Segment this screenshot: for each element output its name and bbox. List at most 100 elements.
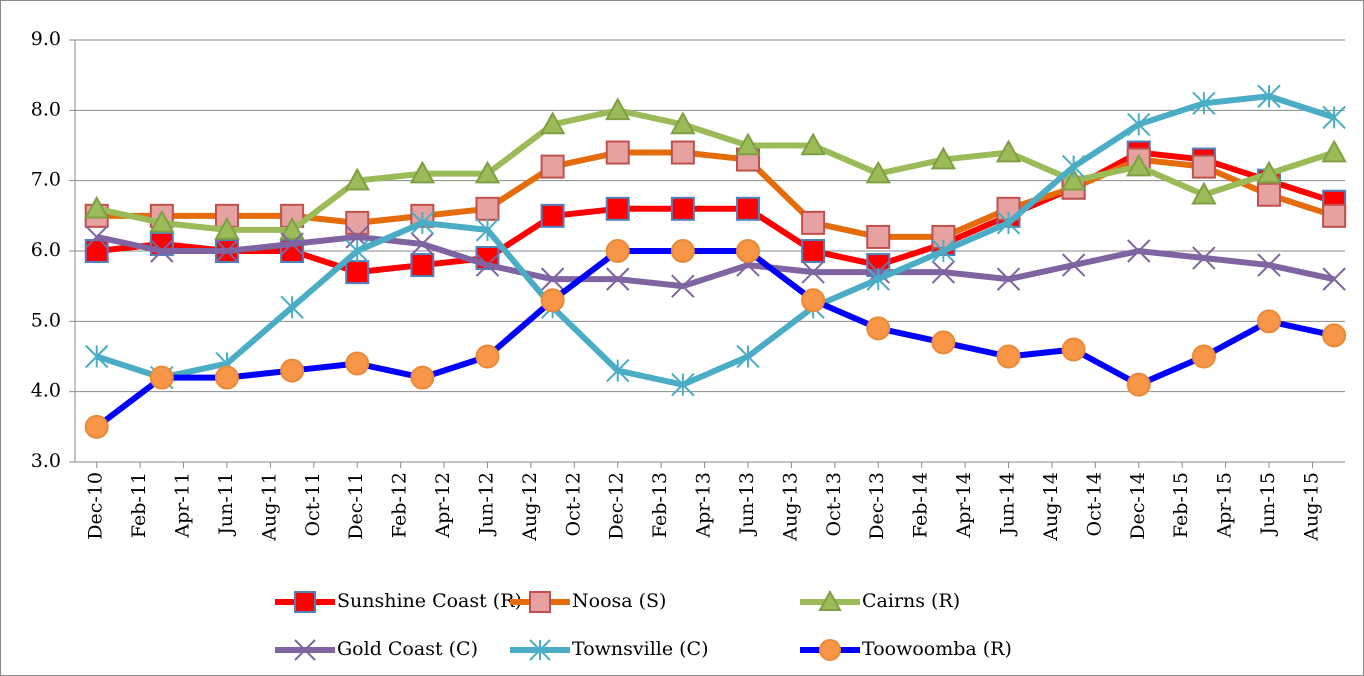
marker bbox=[215, 239, 239, 263]
marker bbox=[1322, 105, 1346, 130]
marker bbox=[344, 167, 370, 191]
marker bbox=[1191, 154, 1216, 179]
marker bbox=[1191, 181, 1217, 205]
legend-label: Townsville (C) bbox=[572, 638, 709, 660]
marker bbox=[1061, 253, 1086, 277]
marker bbox=[279, 216, 305, 240]
x-tick-label: Oct-12 bbox=[562, 472, 584, 536]
marker bbox=[996, 267, 1021, 291]
marker bbox=[931, 239, 956, 263]
x-tick-label: Apr-11 bbox=[172, 472, 194, 539]
marker bbox=[930, 146, 957, 170]
series-line bbox=[95, 93, 1336, 388]
marker bbox=[345, 210, 370, 235]
marker bbox=[1322, 323, 1347, 348]
marker bbox=[735, 239, 760, 263]
x-tick-label: Jun-13 bbox=[736, 472, 758, 537]
x-tick-label: Jun-12 bbox=[475, 472, 497, 537]
y-tick-label: 7.0 bbox=[31, 169, 61, 191]
marker bbox=[801, 239, 826, 263]
marker bbox=[605, 140, 630, 165]
marker bbox=[931, 330, 956, 355]
x-tick-label: Aug-15 bbox=[1300, 472, 1322, 542]
marker bbox=[475, 253, 500, 277]
marker bbox=[85, 225, 109, 249]
x-tick-label: Aug-14 bbox=[1040, 472, 1062, 542]
series-line bbox=[96, 107, 1336, 233]
marker bbox=[1126, 153, 1152, 177]
marker bbox=[280, 232, 304, 256]
legend-label: Gold Coast (C) bbox=[337, 638, 478, 660]
marker bbox=[606, 267, 630, 291]
x-tick-label: Jun-11 bbox=[215, 472, 237, 537]
marker bbox=[865, 160, 891, 184]
x-tick-label: Oct-11 bbox=[302, 472, 324, 536]
y-tick-label: 8.0 bbox=[31, 98, 61, 120]
x-tick-label: Feb-13 bbox=[649, 472, 671, 538]
marker bbox=[996, 344, 1021, 369]
marker bbox=[475, 344, 500, 369]
x-tick-label: Dec-13 bbox=[866, 472, 888, 540]
marker bbox=[605, 239, 630, 263]
x-tick-label: Jun-14 bbox=[997, 472, 1019, 537]
marker bbox=[529, 639, 551, 661]
marker bbox=[670, 196, 695, 221]
marker bbox=[671, 372, 695, 397]
marker bbox=[605, 97, 631, 121]
marker bbox=[818, 589, 842, 611]
marker bbox=[540, 288, 565, 313]
marker bbox=[1061, 154, 1086, 179]
marker bbox=[1321, 139, 1347, 163]
marker bbox=[1256, 160, 1282, 184]
marker bbox=[475, 218, 500, 242]
x-tick-label: Feb-11 bbox=[128, 472, 150, 538]
marker bbox=[801, 288, 826, 313]
marker bbox=[801, 210, 826, 235]
x-tick-label: Oct-14 bbox=[1083, 472, 1105, 536]
marker bbox=[866, 267, 890, 291]
marker bbox=[1322, 267, 1346, 291]
x-tick-label: Dec-12 bbox=[606, 472, 628, 540]
x-tick-label: Dec-11 bbox=[345, 472, 367, 540]
x-tick-label: Aug-13 bbox=[779, 472, 801, 542]
marker bbox=[670, 239, 695, 263]
marker bbox=[1322, 203, 1347, 228]
marker bbox=[1126, 372, 1151, 397]
marker bbox=[539, 111, 566, 135]
marker bbox=[866, 224, 891, 249]
marker bbox=[149, 365, 174, 390]
marker bbox=[671, 274, 695, 298]
marker bbox=[801, 260, 825, 284]
marker bbox=[345, 260, 370, 285]
x-tick-label: Jun-15 bbox=[1257, 472, 1279, 537]
marker bbox=[149, 209, 175, 233]
marker bbox=[670, 111, 696, 135]
marker bbox=[1191, 344, 1216, 369]
x-tick-label: Apr-12 bbox=[432, 472, 454, 539]
marker bbox=[345, 351, 370, 376]
series-line bbox=[96, 233, 1335, 290]
x-tick-label: Feb-14 bbox=[910, 472, 932, 538]
y-tick-label: 3.0 bbox=[31, 450, 61, 472]
marker bbox=[866, 316, 891, 341]
x-tick-label: Oct-13 bbox=[823, 472, 845, 536]
x-tick-label: Aug-11 bbox=[258, 472, 280, 542]
x-tick-label: Feb-12 bbox=[389, 472, 411, 538]
marker bbox=[345, 239, 369, 263]
marker bbox=[294, 591, 316, 613]
marker bbox=[84, 414, 109, 439]
marker bbox=[540, 267, 565, 291]
marker bbox=[1127, 112, 1151, 137]
marker bbox=[474, 160, 501, 184]
marker bbox=[1257, 253, 1281, 277]
x-tick-label: Dec-14 bbox=[1127, 472, 1149, 540]
marker bbox=[540, 154, 565, 179]
x-tick-label: Apr-14 bbox=[953, 472, 975, 539]
marker bbox=[670, 140, 695, 165]
legend-label: Sunshine Coast (R) bbox=[337, 590, 522, 612]
marker bbox=[410, 365, 435, 390]
marker bbox=[605, 196, 630, 221]
marker bbox=[735, 196, 760, 221]
